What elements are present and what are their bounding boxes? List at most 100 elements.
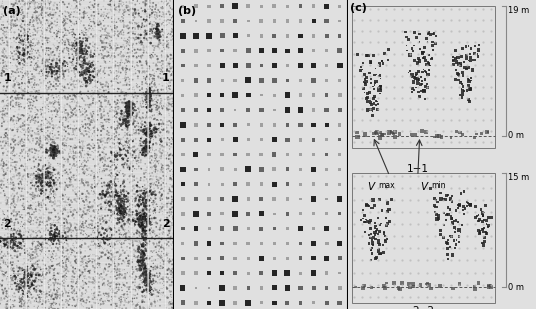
Point bbox=[47, 238, 55, 243]
Point bbox=[104, 291, 113, 296]
Point bbox=[205, 122, 213, 127]
Point bbox=[161, 13, 169, 18]
Point bbox=[121, 238, 129, 243]
Point bbox=[100, 23, 108, 28]
Point bbox=[78, 55, 86, 60]
Point bbox=[166, 74, 175, 79]
Point bbox=[125, 118, 133, 123]
Point bbox=[146, 220, 154, 225]
Point bbox=[31, 182, 40, 187]
Point bbox=[109, 209, 118, 214]
Point bbox=[39, 129, 48, 134]
Point bbox=[122, 114, 130, 119]
Point bbox=[46, 277, 54, 282]
Point bbox=[111, 254, 120, 259]
Point bbox=[132, 228, 140, 233]
Point bbox=[42, 147, 50, 152]
Point bbox=[0, 163, 9, 167]
Point bbox=[20, 51, 29, 56]
Point bbox=[140, 120, 149, 125]
Point bbox=[161, 35, 169, 40]
Point bbox=[110, 6, 119, 11]
Point bbox=[103, 213, 112, 218]
Point bbox=[16, 304, 24, 309]
Point bbox=[145, 145, 153, 150]
Point bbox=[8, 275, 17, 280]
Point bbox=[14, 134, 23, 139]
Point bbox=[31, 220, 40, 225]
Point bbox=[99, 191, 108, 196]
Point bbox=[77, 297, 86, 302]
Point bbox=[38, 59, 47, 64]
Point bbox=[4, 240, 13, 245]
Point bbox=[283, 241, 292, 246]
Point bbox=[53, 17, 62, 22]
Point bbox=[41, 227, 50, 232]
Point bbox=[118, 182, 127, 187]
Point bbox=[100, 88, 108, 93]
Point bbox=[161, 204, 169, 209]
Point bbox=[162, 252, 171, 256]
Point bbox=[125, 12, 133, 17]
Point bbox=[385, 207, 393, 212]
Point bbox=[43, 52, 52, 57]
Point bbox=[474, 228, 482, 233]
Point bbox=[141, 231, 150, 236]
Point bbox=[31, 63, 39, 68]
Point bbox=[44, 66, 53, 70]
Point bbox=[145, 120, 153, 125]
Point bbox=[132, 167, 141, 171]
Point bbox=[6, 297, 14, 302]
Point bbox=[114, 228, 123, 233]
Point bbox=[128, 302, 136, 307]
Point bbox=[165, 261, 174, 266]
Point bbox=[120, 7, 129, 12]
Point bbox=[25, 253, 34, 258]
Point bbox=[139, 199, 147, 204]
Point bbox=[79, 299, 88, 304]
Point bbox=[79, 82, 87, 87]
Point bbox=[94, 232, 103, 237]
Point bbox=[154, 35, 163, 40]
Point bbox=[19, 62, 27, 67]
Point bbox=[128, 107, 136, 112]
Point bbox=[81, 115, 90, 120]
Point bbox=[113, 73, 121, 78]
Point bbox=[145, 156, 154, 161]
Point bbox=[111, 236, 120, 241]
Point bbox=[152, 220, 160, 225]
Point bbox=[109, 237, 118, 242]
Point bbox=[376, 223, 384, 228]
Point bbox=[10, 39, 19, 44]
Point bbox=[142, 307, 150, 309]
Point bbox=[66, 236, 75, 241]
Point bbox=[150, 97, 159, 102]
Point bbox=[103, 49, 111, 54]
Point bbox=[16, 139, 25, 144]
Point bbox=[110, 189, 119, 194]
Point bbox=[18, 297, 26, 302]
Point bbox=[135, 266, 144, 271]
Point bbox=[12, 64, 21, 69]
Point bbox=[14, 185, 23, 190]
Point bbox=[145, 273, 153, 278]
Point bbox=[24, 133, 33, 138]
Point bbox=[23, 271, 32, 276]
Point bbox=[109, 241, 117, 246]
Point bbox=[68, 132, 77, 137]
Point bbox=[40, 47, 48, 52]
Point bbox=[124, 5, 133, 10]
Point bbox=[27, 206, 35, 211]
Point bbox=[11, 94, 20, 99]
Point bbox=[154, 290, 163, 295]
Point bbox=[139, 70, 147, 74]
Point bbox=[93, 174, 102, 179]
Point bbox=[25, 99, 33, 104]
Point bbox=[459, 88, 467, 93]
Point bbox=[137, 250, 146, 255]
Point bbox=[169, 169, 178, 174]
Point bbox=[168, 97, 177, 102]
Point bbox=[205, 182, 213, 187]
Point bbox=[23, 80, 32, 85]
Point bbox=[143, 216, 152, 221]
